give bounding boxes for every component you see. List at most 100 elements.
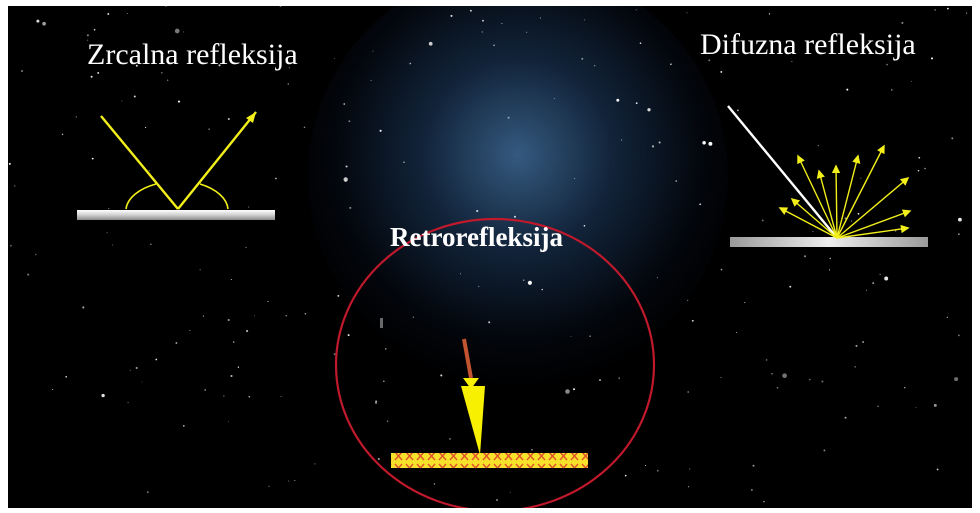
star (474, 234, 477, 237)
star (227, 117, 230, 121)
arrow-head-icon (899, 176, 910, 186)
specular-reflection-label: Zrcalna refleksija (87, 38, 298, 71)
star (958, 334, 960, 337)
star (687, 299, 689, 301)
star (531, 449, 533, 451)
star (496, 499, 498, 501)
star (829, 257, 831, 260)
star (107, 13, 110, 15)
star (573, 388, 575, 391)
star (884, 276, 889, 281)
star (294, 479, 296, 481)
star (912, 50, 914, 52)
star (808, 378, 811, 381)
star (126, 13, 128, 15)
star (851, 220, 853, 222)
star (65, 376, 67, 378)
star (449, 438, 451, 440)
star (488, 321, 491, 324)
star (101, 393, 105, 398)
arrow-head-icon (790, 197, 801, 207)
retroreflected-beam (461, 386, 485, 455)
star (686, 12, 688, 14)
star (958, 217, 962, 222)
arrow-head-icon (463, 378, 479, 389)
arrow-head-icon (797, 154, 805, 165)
star (541, 288, 543, 291)
scattered-rays (778, 144, 912, 239)
star (247, 206, 250, 208)
star (765, 359, 768, 361)
star (639, 42, 642, 44)
star (624, 474, 627, 477)
star (121, 100, 123, 102)
star (708, 141, 713, 146)
angle-of-incidence-arc (125, 183, 157, 210)
star (433, 483, 436, 485)
star (223, 395, 225, 397)
retroreflector-diagram (334, 217, 656, 508)
star (288, 67, 290, 69)
star (218, 64, 221, 67)
star (522, 279, 525, 281)
star (21, 70, 23, 72)
star (782, 373, 787, 379)
star (803, 255, 807, 258)
star (8, 162, 11, 165)
star (658, 141, 661, 144)
star (379, 129, 382, 132)
star (708, 59, 711, 62)
star (93, 28, 96, 31)
star (165, 6, 167, 7)
star (268, 485, 270, 487)
nebula-glow (308, 6, 728, 386)
star (52, 388, 54, 390)
star (146, 491, 149, 494)
star (370, 79, 372, 81)
star (333, 57, 335, 59)
star (230, 374, 233, 378)
star (720, 376, 722, 378)
star (584, 19, 586, 21)
star (854, 366, 856, 368)
star (933, 403, 937, 407)
star (248, 395, 251, 398)
star (635, 9, 637, 11)
rough-surface (730, 237, 928, 247)
star (821, 380, 824, 383)
arrow-head-icon (852, 154, 861, 164)
star (314, 463, 316, 465)
star (237, 366, 240, 368)
scattered-ray (836, 177, 909, 239)
star (918, 156, 921, 159)
star (828, 269, 831, 271)
retroreflective-pattern (391, 453, 588, 468)
star (539, 17, 542, 19)
scattered-ray (835, 165, 838, 239)
star (245, 247, 247, 248)
star (97, 71, 100, 74)
star (199, 269, 201, 271)
star (174, 28, 180, 34)
star (647, 108, 651, 112)
scattered-ray (836, 210, 911, 239)
reflection-diagram-svg (8, 6, 968, 508)
star (135, 366, 138, 370)
star (812, 230, 814, 232)
star (141, 381, 143, 383)
star (930, 57, 934, 60)
star (670, 63, 672, 65)
star (285, 314, 287, 317)
star (958, 233, 960, 235)
star (440, 374, 443, 377)
star (675, 180, 678, 182)
star (82, 306, 85, 309)
star (481, 31, 484, 33)
star (553, 98, 555, 100)
star (150, 243, 152, 246)
star (349, 206, 352, 209)
star (135, 64, 138, 67)
star (372, 50, 374, 52)
star (279, 6, 282, 7)
star (966, 12, 968, 14)
